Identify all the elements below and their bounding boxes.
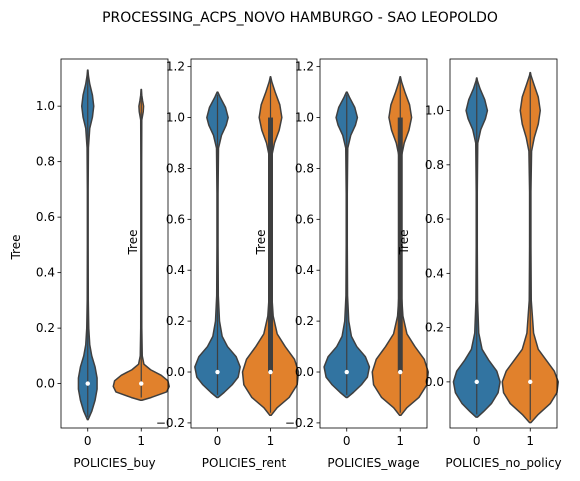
panel-1: 0.0 0.2 0.4 0.6 0.8 1.0 0 1 POLICIES_buy Tree bbox=[9, 58, 170, 470]
xlabel-1: POLICIES_buy bbox=[73, 456, 155, 470]
ylabel-2: Tree bbox=[126, 229, 140, 255]
ytick-label-2-7: 1.2 bbox=[166, 60, 185, 74]
ytick-label-1-1: 0.2 bbox=[36, 321, 55, 335]
median-dot-1-cat-0 bbox=[85, 381, 90, 386]
ytick-label-3-3: 0.4 bbox=[295, 263, 314, 277]
ytick-label-3-6: 1.0 bbox=[295, 111, 314, 125]
ytick-label-2-0: −0.2 bbox=[156, 416, 185, 430]
ylabel-3: Tree bbox=[254, 229, 268, 255]
xlabel-3: POLICIES_wage bbox=[327, 456, 419, 470]
ylabel-1: Tree bbox=[9, 234, 23, 260]
xtick-label-2-1: 1 bbox=[267, 434, 275, 448]
ytick-label-3-5: 0.8 bbox=[295, 161, 314, 175]
ytick-label-4-1: 0.2 bbox=[425, 321, 444, 335]
ytick-label-1-5: 1.0 bbox=[36, 99, 55, 113]
xlabel-2: POLICIES_rent bbox=[202, 456, 287, 470]
figure-title: PROCESSING_ACPS_NOVO HAMBURGO - SAO LEOP… bbox=[102, 10, 498, 26]
ytick-label-3-0: −0.2 bbox=[285, 416, 314, 430]
median-dot-4-cat-1 bbox=[528, 379, 533, 385]
xtick-label-2-0: 0 bbox=[214, 434, 222, 448]
median-dot-4-cat-0 bbox=[474, 379, 479, 385]
axes-frame-1 bbox=[60, 58, 169, 429]
ytick-label-4-4: 0.8 bbox=[425, 158, 444, 172]
axes-frame-3 bbox=[319, 58, 428, 429]
ytick-label-3-7: 1.2 bbox=[295, 60, 314, 74]
panels: 0.00.20.40.60.81.00 1POLICIES_buyTree−0.2… bbox=[9, 58, 562, 470]
median-dot-1-cat-1 bbox=[139, 381, 144, 386]
xtick-label-1-0: 0 bbox=[84, 434, 92, 448]
axes-frame-4 bbox=[449, 58, 558, 429]
ytick-label-3-4: 0.6 bbox=[295, 212, 314, 226]
ytick-label-2-1: 0.0 bbox=[166, 365, 185, 379]
xlabel-4: POLICIES_no_policy bbox=[445, 456, 561, 470]
ytick-label-3-2: 0.2 bbox=[295, 314, 314, 328]
ytick-label-2-4: 0.6 bbox=[166, 212, 185, 226]
ytick-label-2-6: 1.0 bbox=[166, 111, 185, 125]
ytick-label-2-5: 0.8 bbox=[166, 161, 185, 175]
xtick-label-4-0: 0 bbox=[473, 434, 481, 448]
xtick-label-3-1: 1 bbox=[396, 434, 404, 448]
median-dot-2-cat-0 bbox=[215, 369, 220, 375]
ytick-label-1-4: 0.8 bbox=[36, 155, 55, 169]
median-dot-3-cat-0 bbox=[344, 369, 349, 375]
axes-frame-2 bbox=[190, 58, 298, 429]
ytick-label-3-1: 0.0 bbox=[295, 365, 314, 379]
ytick-label-2-2: 0.2 bbox=[166, 314, 185, 328]
xtick-label-1-1: 1 bbox=[137, 434, 145, 448]
ytick-label-4-5: 1.0 bbox=[425, 104, 444, 118]
xtick-label-3-0: 0 bbox=[343, 434, 351, 448]
xtick-label-4-1: 1 bbox=[526, 434, 534, 448]
median-dot-2-cat-1 bbox=[268, 369, 273, 375]
median-dot-3-cat-1 bbox=[398, 369, 403, 375]
ytick-label-4-2: 0.4 bbox=[425, 266, 444, 280]
ylabel-4: Tree bbox=[397, 229, 411, 255]
ytick-label-4-0: 0.0 bbox=[425, 375, 444, 389]
ytick-label-4-3: 0.6 bbox=[425, 212, 444, 226]
panel-4: 0.0 0.2 0.4 0.6 0.8 1.0 0 1 POLICIES_no_policy Tr… bbox=[397, 58, 562, 470]
ytick-label-2-3: 0.4 bbox=[166, 263, 185, 277]
ytick-label-1-2: 0.4 bbox=[36, 266, 55, 280]
panel-2: −0.2 0.0 0.2 0.4 0.6 0.8 1.0 1.2 0 1 POLICIES_rent… bbox=[126, 58, 300, 470]
ytick-label-1-0: 0.0 bbox=[36, 377, 55, 391]
panel-3: −0.2 0.0 0.2 0.4 0.6 0.8 1.0 1.2 0 1 POLICIES_wage… bbox=[254, 58, 429, 470]
ytick-label-1-3: 0.6 bbox=[36, 210, 55, 224]
